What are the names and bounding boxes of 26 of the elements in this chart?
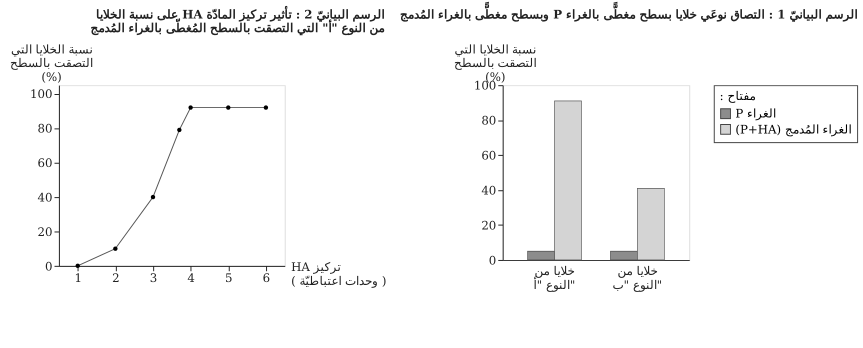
x-tick-label: 1: [74, 271, 82, 286]
y-tick-label: 80: [481, 114, 496, 128]
chart-title: الرسم البيانيّ 2 : تأثير تركيز المادّة HA على نسبة الخلايا من النوع "أ" التي التصقت بالسطح المُغطّى بالغراء المُدمج: [90, 5, 385, 36]
y-tick-label: 60: [38, 156, 53, 170]
x-tick-label: 2: [112, 271, 120, 286]
y-tick-label: 20: [481, 218, 496, 232]
legend-title: مفتاح :: [720, 88, 756, 103]
y-tick-label: 100: [30, 87, 53, 102]
y-tick-label: 0: [488, 253, 496, 268]
legend-label: الغراء المُدمج (P+HA): [735, 122, 852, 136]
y-tick-label: 60: [481, 148, 496, 163]
x-tick-label: خلايا من النوع "أ": [534, 264, 576, 292]
x-tick-label: 6: [262, 271, 270, 286]
chart-title: الرسم البيانيّ 1 : التصاق نوعَي خلايا بسطح مغطًّى بالغراء P وبسطح مغطًّى بالغراء المُدمج: [400, 0, 858, 22]
y-tick-label: 40: [38, 190, 53, 204]
x-axis-title: تركيز HA ( وحدات اعتباطيّة ): [291, 260, 387, 288]
x-tick-label: 5: [225, 271, 233, 286]
y-tick-label: 80: [38, 122, 53, 136]
y-axis-title: نسبة الخلايا التي التصقت بالسطح (%): [10, 42, 93, 84]
legend-label: الغراء P: [735, 106, 776, 121]
y-tick-label: 0: [45, 259, 53, 274]
y-tick-label: 20: [38, 224, 53, 239]
x-tick-label: 4: [187, 271, 195, 286]
x-tick-label: خلايا من النوع "ب": [612, 264, 662, 292]
y-tick-label: 40: [481, 183, 496, 198]
x-tick-label: 3: [150, 271, 158, 286]
